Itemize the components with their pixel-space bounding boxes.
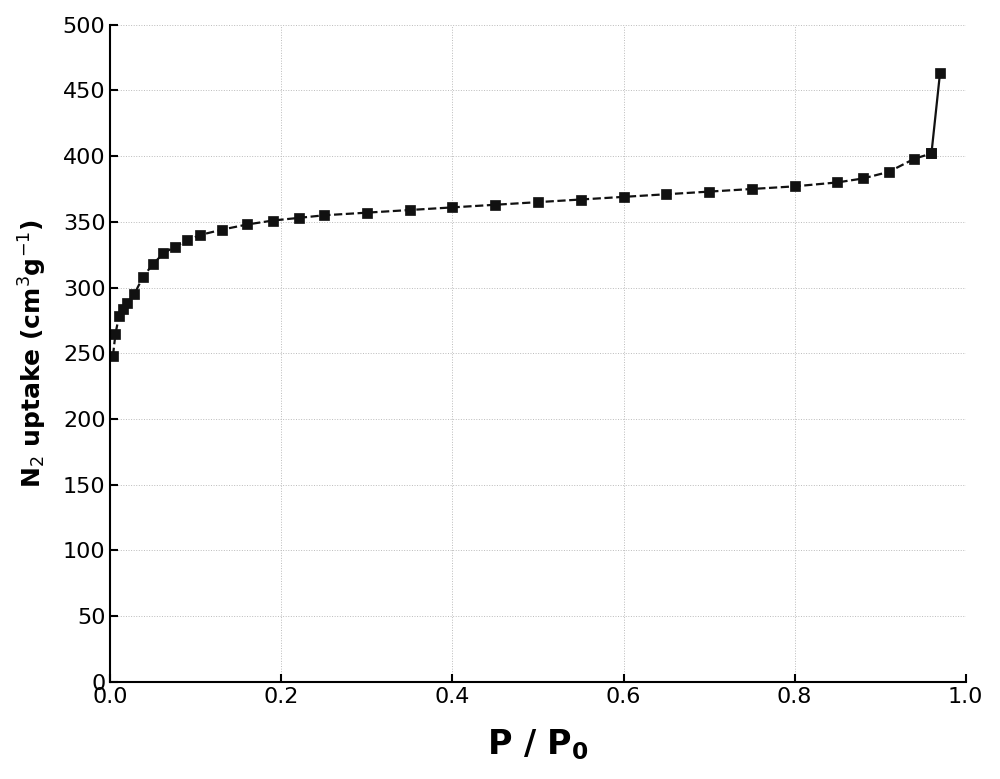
Y-axis label: N$_2$ uptake (cm$^3$g$^{-1}$): N$_2$ uptake (cm$^3$g$^{-1}$) [17, 219, 49, 488]
X-axis label: P / P$_\mathbf{0}$: P / P$_\mathbf{0}$ [487, 728, 589, 763]
